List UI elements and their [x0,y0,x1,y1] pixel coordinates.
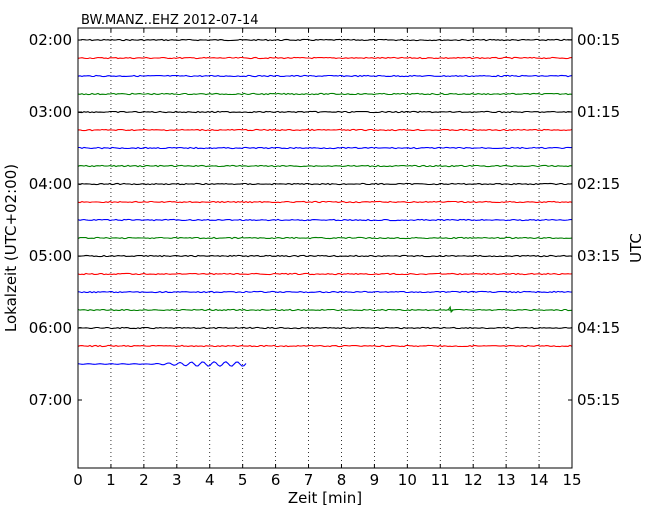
y-tick-labels-left: 02:00 03:00 04:00 05:00 06:00 07:00 [29,31,72,409]
y-tick-label-left: 05:00 [29,247,72,265]
y-tick-label-right: 04:15 [577,319,620,337]
trace-0415 [77,200,573,204]
x-tick-label: 13 [497,471,516,489]
trace-0600 [77,326,573,330]
trace-0230 [77,74,573,78]
trace-0215 [77,56,573,60]
x-tick-label: 11 [431,471,450,489]
chart-title: BW.MANZ..EHZ 2012-07-14 [81,13,259,28]
y-tick-label-left: 04:00 [29,175,72,193]
x-tick-labels: 0 1 2 3 4 5 6 7 8 9 10 11 12 13 14 15 [73,471,581,489]
x-tick-label: 8 [337,471,347,489]
event-spike [447,305,454,314]
ticks [77,28,573,468]
x-tick-label: 0 [73,471,83,489]
x-tick-label: 4 [205,471,215,489]
x-tick-label: 3 [172,471,182,489]
trace-0330 [78,146,572,150]
y-axis-label-left: Lokalzeit (UTC+02:00) [2,164,20,332]
trace-0315 [78,128,573,132]
x-axis-label: Zeit [min] [288,489,362,507]
trace-0515 [77,272,573,276]
trace-0400 [77,182,573,186]
x-tick-label: 10 [398,471,417,489]
y-tick-label-left: 06:00 [29,319,72,337]
x-tick-label: 2 [139,471,149,489]
trace-0245 [77,92,573,96]
plot-frame [77,27,573,469]
trace-0530 [77,290,573,294]
traces [77,38,573,367]
trace-0300 [77,110,573,114]
trace-0545 [77,308,573,312]
trace-0615 [77,344,573,348]
trace-0630 [77,361,247,367]
x-tick-label: 14 [530,471,549,489]
trace-0200 [77,38,573,42]
trace-0445 [77,236,573,240]
y-tick-label-right: 03:15 [577,247,620,265]
x-tick-label: 1 [106,471,116,489]
y-tick-label-right: 02:15 [577,175,620,193]
x-tick-label: 15 [562,471,581,489]
y-tick-label-right: 00:15 [577,31,620,49]
y-axis-label-right: UTC [627,233,645,263]
trace-0430 [77,218,572,222]
y-tick-label-right: 05:15 [577,391,620,409]
x-tick-label: 9 [370,471,380,489]
x-tick-label: 5 [238,471,248,489]
grid-lines [110,28,540,468]
x-tick-label: 7 [304,471,314,489]
y-tick-label-right: 01:15 [577,103,620,121]
trace-0345 [77,164,573,168]
trace-0500 [77,254,573,258]
y-tick-label-left: 02:00 [29,31,72,49]
y-tick-labels-right: 00:15 01:15 02:15 03:15 04:15 05:15 [577,31,620,409]
y-tick-label-left: 07:00 [29,391,72,409]
x-tick-label: 6 [271,471,281,489]
x-tick-label: 12 [464,471,483,489]
y-tick-label-left: 03:00 [29,103,72,121]
